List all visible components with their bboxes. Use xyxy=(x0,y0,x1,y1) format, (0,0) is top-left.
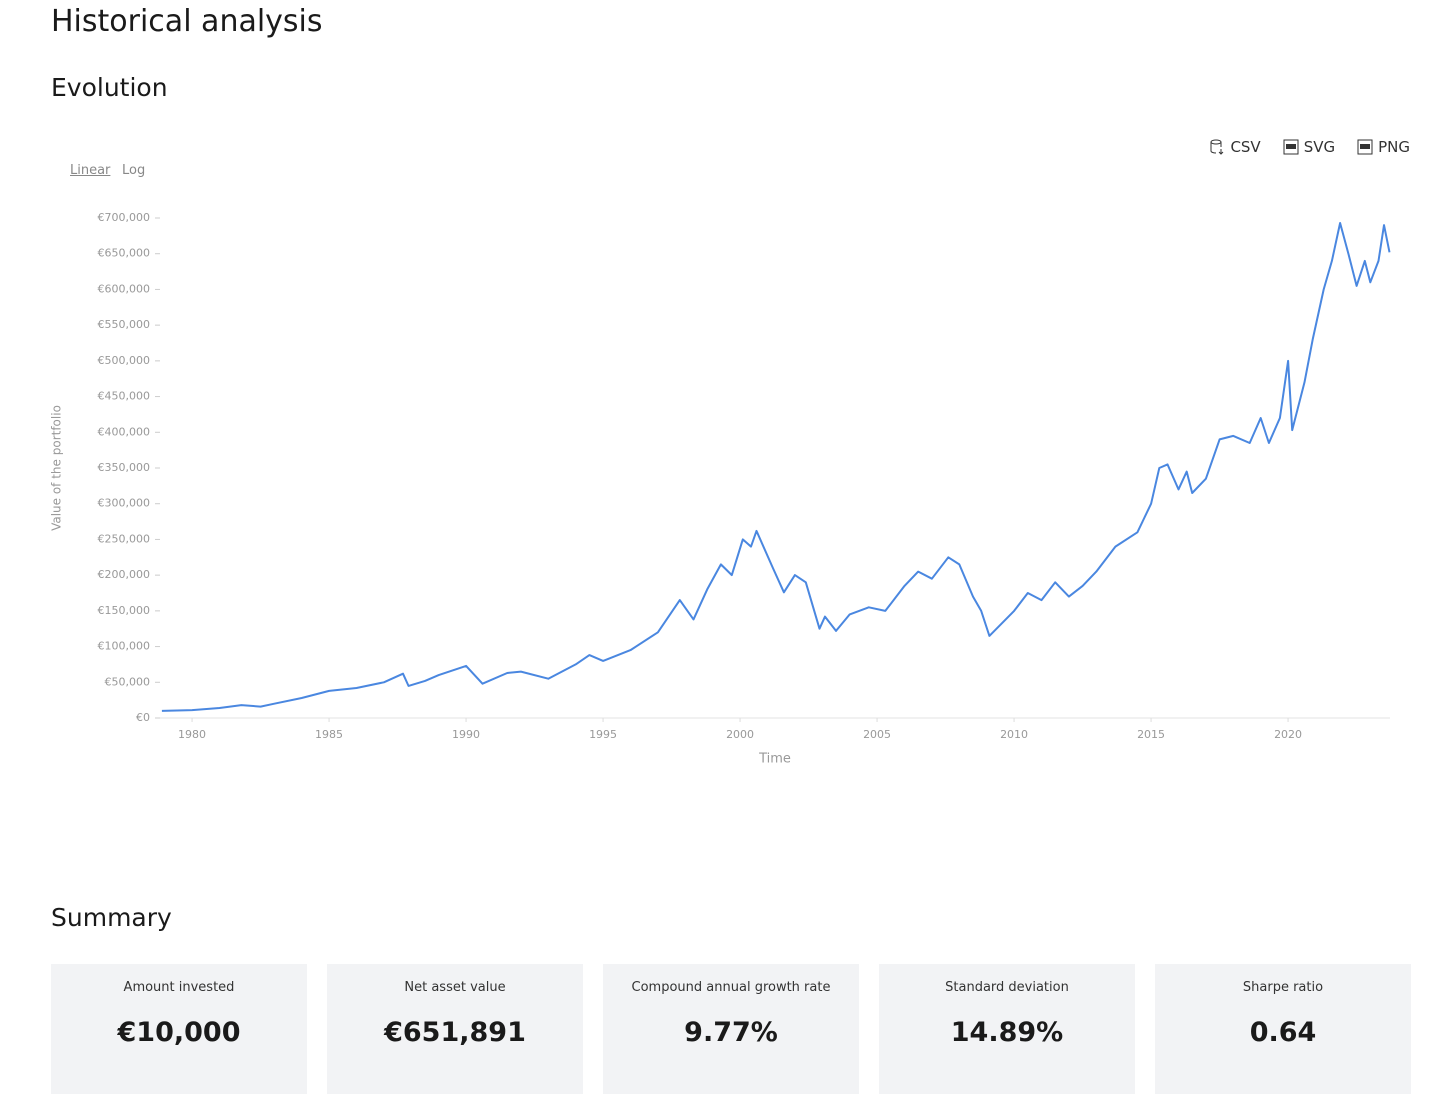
chart: Time Value of the portfolio €0 €50,000 €10… xyxy=(50,211,1391,767)
card-value: €10,000 xyxy=(117,1017,241,1048)
summary-card: Amount invested €10,000 xyxy=(51,964,307,1094)
x-tick-label: 1990 xyxy=(452,728,480,741)
x-tick-label: 1980 xyxy=(178,728,206,741)
y-tick-label: €650,000 xyxy=(98,247,151,260)
x-tick-label: 1985 xyxy=(315,728,343,741)
card-label: Amount invested xyxy=(123,980,235,995)
card-value: 9.77% xyxy=(684,1017,778,1048)
icon xyxy=(1210,139,1224,155)
scale-toggle[interactable]: Linear xyxy=(70,163,111,178)
export-label: CSV xyxy=(1230,138,1261,156)
y-tick-label: €600,000 xyxy=(98,282,151,295)
section-title: Summary xyxy=(51,903,172,932)
summary-card: Net asset value €651,891 xyxy=(327,964,583,1094)
x-tick-label: 1995 xyxy=(589,728,617,741)
y-tick-label: €500,000 xyxy=(98,354,151,367)
export-label: SVG xyxy=(1303,138,1336,156)
summary-cards: Amount invested €10,000 Net asset value €65… xyxy=(51,964,1411,1094)
y-tick-label: €0 xyxy=(136,711,150,724)
y-tick-label: €400,000 xyxy=(98,425,151,438)
y-tick-label: €250,000 xyxy=(98,532,151,545)
y-tick-label: €550,000 xyxy=(98,318,151,331)
summary-card: Sharpe ratio 0.64 xyxy=(1155,964,1411,1094)
export-button[interactable]: SVG xyxy=(1283,138,1335,156)
x-tick-label: 2000 xyxy=(726,728,754,741)
icon xyxy=(1357,139,1373,155)
y-tick-label: €150,000 xyxy=(98,604,151,617)
export-button[interactable]: PNG xyxy=(1357,138,1410,156)
x-tick-label: 2015 xyxy=(1137,728,1165,741)
card-value: 0.64 xyxy=(1249,1017,1317,1048)
y-tick-label: €450,000 xyxy=(98,390,151,403)
card-label: Standard deviation xyxy=(945,980,1069,995)
line xyxy=(161,222,1391,712)
y-tick-label: €100,000 xyxy=(98,640,151,653)
section-title: Evolution xyxy=(51,73,168,102)
x-tick-label: 2005 xyxy=(863,728,891,741)
y-tick-label: €50,000 xyxy=(105,675,151,688)
y-axis-title: Value of the portfolio xyxy=(50,405,64,531)
card-value: €651,891 xyxy=(384,1017,526,1048)
card-label: Net asset value xyxy=(404,980,506,995)
summary-card: Standard deviation 14.89% xyxy=(879,964,1135,1094)
summary-card: Compound annual growth rate 9.77% xyxy=(603,964,859,1094)
icon xyxy=(1283,139,1299,155)
card-label: Sharpe ratio xyxy=(1242,980,1324,995)
export-label: PNG xyxy=(1378,138,1410,156)
x-tick-label: 2010 xyxy=(1000,728,1028,741)
scale-toggle[interactable]: Log xyxy=(122,163,146,178)
x-tick-label: 2020 xyxy=(1274,728,1302,741)
page-title: Historical analysis xyxy=(51,4,323,39)
export-bar: CSV SVG PNG xyxy=(1209,138,1410,156)
y-tick-label: €700,000 xyxy=(98,211,151,224)
y-tick-label: €200,000 xyxy=(98,568,151,581)
x-axis-title: Time xyxy=(758,752,791,767)
y-tick-label: €350,000 xyxy=(98,461,151,474)
card-value: 14.89% xyxy=(950,1017,1064,1048)
y-tick-label: €300,000 xyxy=(98,497,151,510)
card-label: Compound annual growth rate xyxy=(631,980,831,995)
export-button[interactable]: CSV xyxy=(1209,138,1261,156)
